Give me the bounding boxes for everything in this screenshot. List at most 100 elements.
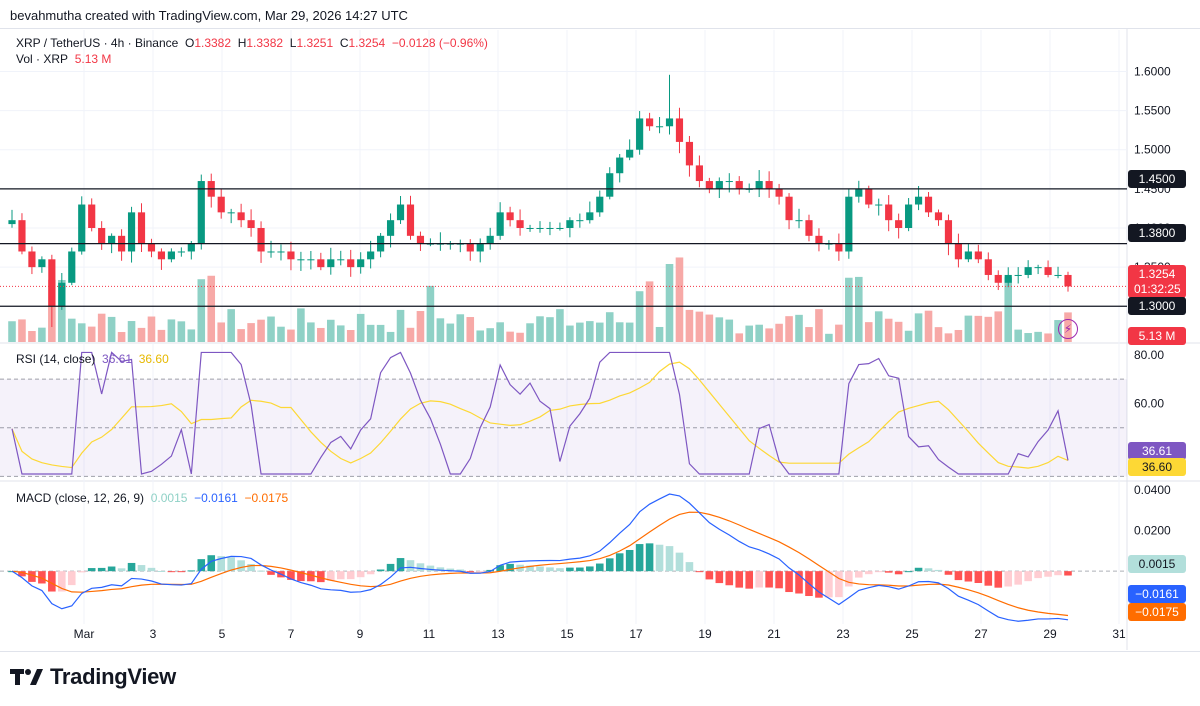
volume-bar bbox=[157, 329, 166, 342]
macd-histogram-bar bbox=[645, 543, 654, 572]
macd-histogram-bar bbox=[815, 571, 823, 598]
price-legend: XRP / TetherUS · 4h · Binance O1.3382 H1… bbox=[16, 36, 488, 50]
low-value: 1.3251 bbox=[296, 36, 334, 50]
price-tick-label: 1.5500 bbox=[1134, 104, 1171, 118]
x-tick-label: 23 bbox=[836, 627, 850, 641]
high-label: H bbox=[237, 36, 247, 50]
volume-label[interactable]: Vol · XRP bbox=[16, 52, 69, 66]
volume-bar bbox=[446, 323, 455, 342]
x-tick-label: 25 bbox=[905, 627, 919, 641]
volume-bar bbox=[1024, 333, 1032, 342]
volume-value: 5.13 M bbox=[74, 52, 112, 66]
macd-histogram-bar bbox=[227, 557, 235, 572]
candle-body bbox=[506, 212, 514, 221]
candle-body bbox=[177, 251, 185, 253]
macd-histogram-bar bbox=[566, 567, 574, 572]
candle-body bbox=[237, 212, 245, 221]
macd-label[interactable]: MACD (close, 12, 26, 9) bbox=[16, 491, 145, 505]
candle-body bbox=[596, 196, 604, 213]
rsi-ma-line bbox=[11, 361, 1069, 469]
volume-bar bbox=[745, 325, 753, 342]
volume-bar bbox=[845, 277, 853, 342]
volume-bar bbox=[456, 314, 465, 342]
candle-body bbox=[18, 220, 26, 252]
macd-histogram-bar bbox=[765, 571, 773, 588]
candle-body bbox=[58, 282, 66, 307]
macd-histogram-bar bbox=[87, 568, 96, 572]
volume-bar bbox=[376, 324, 385, 342]
volume-bar bbox=[894, 321, 903, 342]
tradingview-logo[interactable]: TradingView bbox=[10, 664, 176, 690]
macd-histogram-bar bbox=[466, 571, 475, 573]
macd-histogram-bar bbox=[297, 571, 305, 582]
macd-histogram-bar bbox=[845, 571, 853, 587]
candle-body bbox=[476, 243, 484, 252]
volume-bar bbox=[645, 281, 654, 342]
candle-body bbox=[68, 251, 76, 283]
chart-canvas[interactable]: Mar 3 5 7 9 11 13 15 17 19 21 23 25 27 29 31 1.6000 1.550… bbox=[0, 0, 1200, 650]
macd-histogram-bar bbox=[914, 567, 923, 572]
macd-histogram-bar bbox=[795, 571, 803, 594]
candle-body bbox=[934, 212, 943, 221]
close-label: C bbox=[339, 36, 349, 50]
x-tick-label: 9 bbox=[357, 627, 364, 641]
volume-bar bbox=[167, 319, 176, 342]
volume-bar bbox=[934, 327, 943, 342]
volume-bar bbox=[406, 327, 415, 342]
candle-body bbox=[1044, 267, 1052, 275]
candle-body bbox=[765, 181, 773, 189]
candle-body bbox=[914, 196, 923, 205]
volume-bar bbox=[536, 316, 544, 342]
macd-histogram-bar bbox=[406, 560, 415, 572]
volume-bar bbox=[526, 323, 534, 342]
volume-bar bbox=[366, 324, 375, 342]
macd-histogram-bar bbox=[336, 571, 345, 580]
macd-histogram-bar bbox=[18, 571, 26, 577]
macd-histogram-bar bbox=[615, 553, 624, 572]
macd-histogram-bar bbox=[48, 571, 56, 592]
macd-hist-value: 0.0015 bbox=[150, 491, 188, 505]
macd-histogram-bar bbox=[556, 568, 564, 572]
volume-bar bbox=[595, 322, 604, 342]
volume-bar bbox=[516, 332, 524, 342]
volume-bar bbox=[386, 331, 395, 342]
macd-histogram-bar bbox=[446, 568, 455, 572]
candle-body bbox=[835, 243, 843, 252]
x-tick-label: 13 bbox=[491, 627, 505, 641]
x-tick-label: 3 bbox=[150, 627, 157, 641]
candle-body bbox=[396, 204, 405, 221]
macd-histogram-bar bbox=[287, 571, 295, 580]
volume-bar bbox=[864, 322, 873, 342]
macd-histogram-bar bbox=[605, 558, 614, 572]
volume-bar bbox=[1014, 329, 1022, 342]
candle-body bbox=[1034, 267, 1042, 269]
candle-body bbox=[287, 251, 295, 260]
candle-body bbox=[297, 259, 305, 261]
volume-bar bbox=[775, 323, 783, 342]
open-label: O bbox=[184, 36, 195, 50]
macd-histogram-bar bbox=[874, 571, 883, 573]
rsi-tag: 36.61 bbox=[1128, 442, 1186, 460]
candle-body bbox=[108, 235, 116, 244]
rsi-label[interactable]: RSI (14, close) bbox=[16, 352, 96, 366]
candle-body bbox=[566, 220, 574, 228]
volume-tag: 5.13 M bbox=[1128, 327, 1186, 345]
macd-histogram-bar bbox=[546, 567, 554, 572]
lightning-icon[interactable]: ⚡ bbox=[1058, 319, 1078, 339]
volume-bar bbox=[267, 316, 275, 342]
volume-bar bbox=[994, 311, 1003, 342]
x-tick-label: 27 bbox=[974, 627, 988, 641]
candle-body bbox=[536, 228, 544, 229]
volume-bar bbox=[1044, 333, 1052, 342]
candle-body bbox=[1064, 274, 1072, 287]
symbol-label[interactable]: XRP / TetherUS · 4h · Binance bbox=[16, 36, 179, 50]
macd-histogram-bar bbox=[635, 544, 644, 572]
volume-bar bbox=[725, 319, 734, 342]
macd-histogram-bar bbox=[705, 571, 714, 580]
volume-bar bbox=[566, 325, 574, 342]
macd-histogram-bar bbox=[197, 559, 206, 572]
macd-value: −0.0161 bbox=[194, 491, 238, 505]
volume-bar bbox=[436, 318, 445, 342]
candle-body bbox=[865, 188, 873, 205]
candle-body bbox=[98, 228, 106, 244]
